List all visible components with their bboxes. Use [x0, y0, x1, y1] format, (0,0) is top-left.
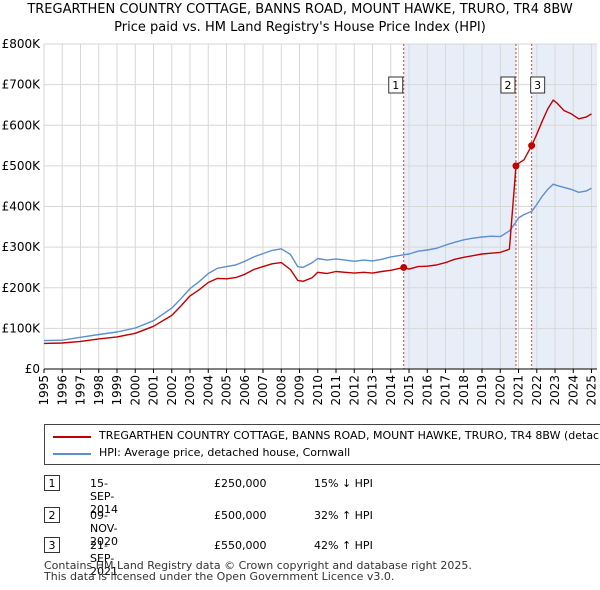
y-tick-label: £0: [25, 362, 40, 376]
sale-label-text: 3: [534, 79, 541, 92]
y-tick-label: £800K: [2, 37, 42, 51]
x-tick-label: 2005: [220, 375, 234, 406]
legend-label-property: TREGARTHEN COUNTRY COTTAGE, BANNS ROAD, …: [99, 429, 600, 442]
x-tick-label: 2017: [439, 375, 453, 406]
sale-price: £500,000: [214, 509, 267, 522]
sale-label-1: 1: [388, 76, 404, 94]
x-tick-label: 2010: [311, 375, 325, 406]
x-tick-label: 2014: [384, 375, 398, 406]
x-tick-label: 2024: [566, 375, 580, 406]
sale-label-box: [530, 76, 546, 94]
sale-label-3: 3: [530, 76, 546, 94]
sale-date: 21-SEP-2021: [90, 539, 118, 578]
legend: TREGARTHEN COUNTRY COTTAGE, BANNS ROAD, …: [44, 424, 600, 465]
sale-point-3: [528, 142, 536, 150]
sale-label-text: 2: [504, 79, 511, 92]
x-tick-label: 2023: [548, 375, 562, 406]
y-tick-label: £700K: [2, 78, 42, 92]
sale-label-2: 2: [500, 76, 516, 94]
x-tick-label: 1997: [74, 375, 88, 406]
x-tick-label: 2016: [420, 375, 434, 406]
sale-hpi-diff: 32% ↑ HPI: [314, 509, 373, 522]
footer-licence: This data is licensed under the Open Gov…: [44, 570, 395, 583]
sale-price: £250,000: [214, 477, 267, 490]
y-tick-label: £100K: [2, 321, 42, 335]
x-tick-label: 2019: [475, 375, 489, 406]
sale-hpi-diff: 42% ↑ HPI: [314, 539, 373, 552]
x-tick-label: 2006: [238, 375, 252, 406]
x-tick-label: 2025: [585, 375, 599, 406]
sale-date: 09-NOV-2020: [90, 509, 118, 548]
x-tick-label: 2004: [201, 375, 215, 406]
sale-point-1: [400, 263, 408, 271]
sale-label-box: [500, 76, 516, 94]
x-tick-label: 2009: [293, 375, 307, 406]
price-chart: 1 2 3 £0 £100K £200K £300K £400K £500K £600K £700K…: [2, 37, 599, 406]
legend-swatch-hpi: [53, 453, 91, 455]
x-tick-label: 2021: [512, 375, 526, 406]
y-tick-label: £500K: [2, 159, 42, 173]
chart-subtitle: Price paid vs. HM Land Registry's House …: [114, 20, 486, 35]
series-line-hpi: [43, 183, 592, 342]
footer: Contains HM Land Registry data © Crown c…: [44, 560, 472, 582]
x-tick-label: 2008: [274, 375, 288, 406]
x-tick-label: 1996: [55, 375, 69, 406]
sale-hpi-diff: 15% ↓ HPI: [314, 477, 373, 490]
y-tick-label: £300K: [2, 240, 42, 254]
y-tick-label: £200K: [2, 281, 42, 295]
sale-label-text: 1: [392, 79, 399, 92]
sale-label-box: [388, 76, 404, 94]
x-tick-label: 2018: [457, 375, 471, 406]
x-tick-label: 1998: [92, 375, 106, 406]
footer-copyright: Contains HM Land Registry data © Crown c…: [44, 559, 472, 572]
x-tick-label: 2012: [347, 375, 361, 406]
x-tick-label: 1999: [110, 375, 124, 406]
legend-label-hpi: HPI: Average price, detached house, Corn…: [99, 446, 351, 459]
sale-date: 15-SEP-2014: [90, 477, 118, 516]
x-tick-label: 1995: [37, 375, 51, 406]
x-tick-label: 2002: [165, 375, 179, 406]
sale-marker-box: 3: [44, 537, 60, 553]
x-tick-label: 2001: [147, 375, 161, 406]
x-tick-label: 2022: [530, 375, 544, 406]
chart-title: TREGARTHEN COUNTRY COTTAGE, BANNS ROAD, …: [27, 2, 573, 17]
x-tick-label: 2020: [493, 375, 507, 406]
x-tick-label: 2000: [128, 375, 142, 406]
y-tick-label: £600K: [2, 118, 42, 132]
sale-marker-box: 2: [44, 507, 60, 523]
sale-marker-box: 1: [44, 475, 60, 491]
sale-price: £550,000: [214, 539, 267, 552]
x-tick-label: 2011: [329, 375, 343, 406]
x-tick-label: 2003: [183, 375, 197, 406]
legend-swatch-property: [53, 436, 91, 438]
x-tick-label: 2013: [366, 375, 380, 406]
x-tick-label: 2007: [256, 375, 270, 406]
x-tick-label: 2015: [402, 375, 416, 406]
sale-point-2: [512, 162, 520, 170]
y-tick-label: £400K: [2, 200, 42, 214]
